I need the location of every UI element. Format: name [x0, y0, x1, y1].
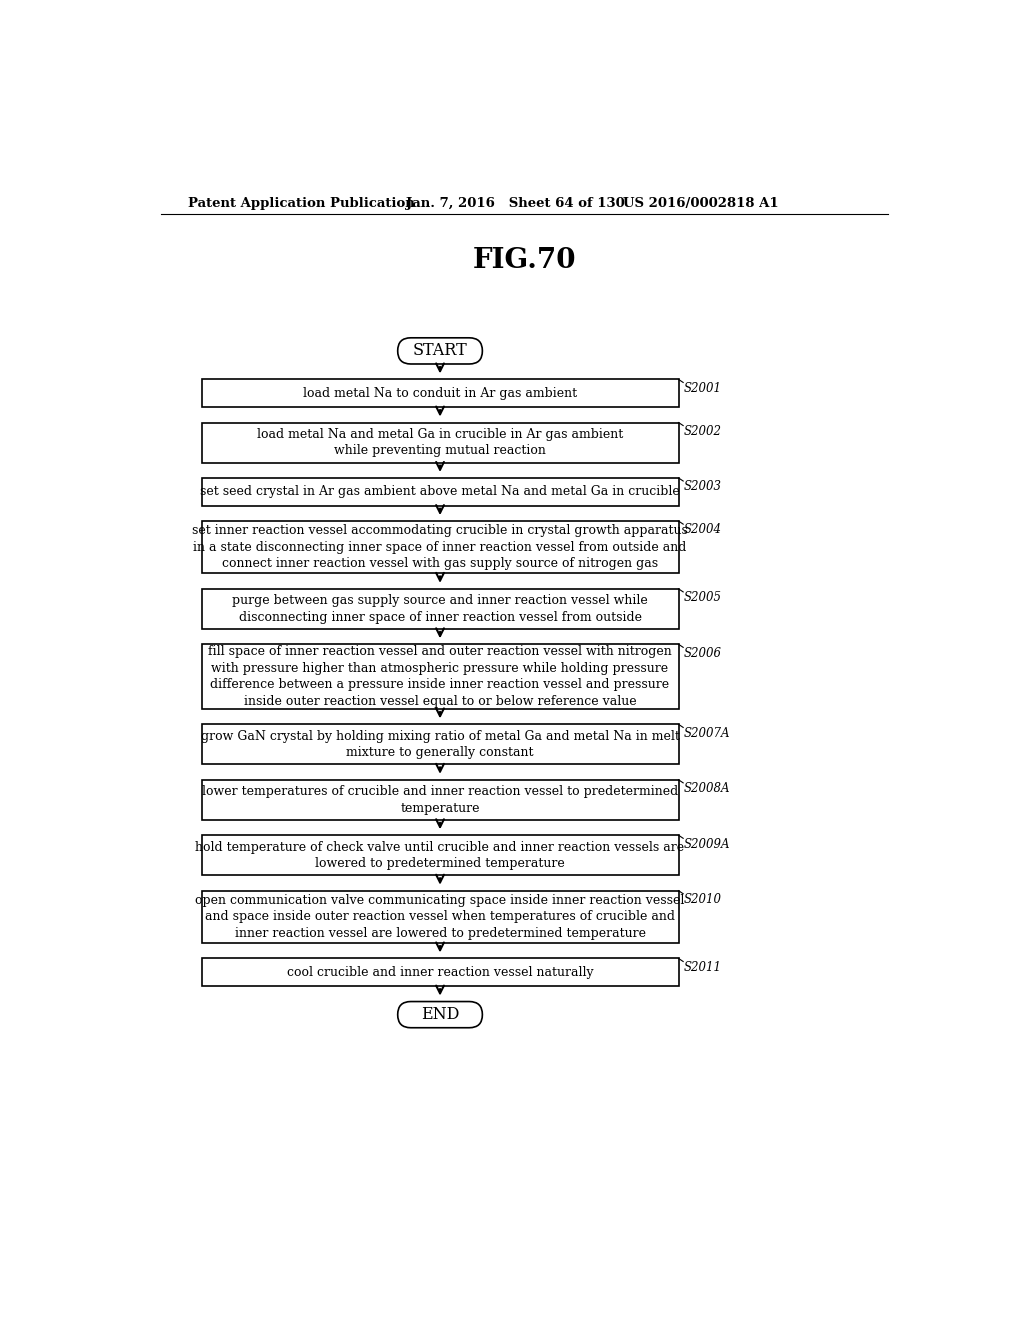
- Text: hold temperature of check valve until crucible and inner reaction vessels are
lo: hold temperature of check valve until cr…: [196, 841, 685, 870]
- Text: S2004: S2004: [684, 524, 722, 536]
- Bar: [202, 891, 679, 942]
- Text: S2009A: S2009A: [684, 838, 730, 850]
- Bar: [202, 644, 679, 709]
- Bar: [202, 780, 679, 820]
- Text: US 2016/0002818 A1: US 2016/0002818 A1: [624, 197, 779, 210]
- Text: S2010: S2010: [684, 892, 722, 906]
- Text: load metal Na to conduit in Ar gas ambient: load metal Na to conduit in Ar gas ambie…: [303, 387, 578, 400]
- Text: S2007A: S2007A: [684, 726, 730, 739]
- Text: S2005: S2005: [684, 591, 722, 605]
- Text: S2008A: S2008A: [684, 781, 730, 795]
- Text: purge between gas supply source and inner reaction vessel while
disconnecting in: purge between gas supply source and inne…: [232, 594, 648, 623]
- Text: cool crucible and inner reaction vessel naturally: cool crucible and inner reaction vessel …: [287, 966, 593, 979]
- FancyBboxPatch shape: [397, 338, 482, 364]
- Text: Jan. 7, 2016   Sheet 64 of 130: Jan. 7, 2016 Sheet 64 of 130: [407, 197, 625, 210]
- Text: S2011: S2011: [684, 961, 722, 974]
- Text: set seed crystal in Ar gas ambient above metal Na and metal Ga in crucible: set seed crystal in Ar gas ambient above…: [200, 486, 680, 499]
- Bar: [202, 589, 679, 628]
- Text: load metal Na and metal Ga in crucible in Ar gas ambient
while preventing mutual: load metal Na and metal Ga in crucible i…: [257, 428, 624, 457]
- Bar: [202, 379, 679, 407]
- Text: FIG.70: FIG.70: [473, 247, 577, 273]
- Text: set inner reaction vessel accommodating crucible in crystal growth apparatus
in : set inner reaction vessel accommodating …: [193, 524, 688, 570]
- Bar: [202, 521, 679, 573]
- Bar: [202, 422, 679, 462]
- Bar: [202, 725, 679, 764]
- Text: S2006: S2006: [684, 647, 722, 660]
- Text: START: START: [413, 342, 467, 359]
- Text: S2003: S2003: [684, 480, 722, 494]
- Text: S2002: S2002: [684, 425, 722, 438]
- Text: open communication valve communicating space inside inner reaction vessel
and sp: open communication valve communicating s…: [196, 894, 685, 940]
- Text: END: END: [421, 1006, 459, 1023]
- Text: fill space of inner reaction vessel and outer reaction vessel with nitrogen
with: fill space of inner reaction vessel and …: [208, 645, 672, 708]
- Bar: [202, 478, 679, 506]
- Bar: [202, 958, 679, 986]
- Text: lower temperatures of crucible and inner reaction vessel to predetermined
temper: lower temperatures of crucible and inner…: [202, 785, 678, 814]
- Bar: [202, 836, 679, 875]
- Text: Patent Application Publication: Patent Application Publication: [187, 197, 415, 210]
- Text: grow GaN crystal by holding mixing ratio of metal Ga and metal Na in melt
mixtur: grow GaN crystal by holding mixing ratio…: [201, 730, 680, 759]
- Text: S2001: S2001: [684, 381, 722, 395]
- FancyBboxPatch shape: [397, 1002, 482, 1028]
